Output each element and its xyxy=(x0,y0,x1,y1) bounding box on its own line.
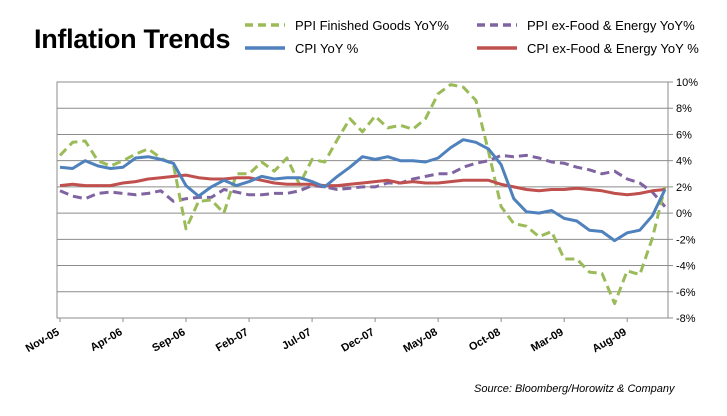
legend-label-ppi-finished-goods: PPI Finished Goods YoY% xyxy=(295,17,449,33)
legend-item-ppi-ex-food-energy: PPI ex-Food & Energy YoY% xyxy=(475,15,695,35)
series-line-ppi-ex-food-energy-yoy xyxy=(59,153,667,208)
y-tick-label: 2% xyxy=(676,182,692,194)
y-tick-label: 8% xyxy=(676,103,692,115)
x-tick-label: Oct-08 xyxy=(467,326,503,354)
plot-area xyxy=(56,81,669,319)
y-tick-label: 10% xyxy=(676,77,698,89)
y-tick-label: 6% xyxy=(676,129,692,141)
x-tick-label: Nov-05 xyxy=(24,326,62,355)
x-tick-label: Sep-06 xyxy=(150,326,187,354)
legend-swatch-ppi-finished-goods xyxy=(245,23,285,27)
y-tick-label: 4% xyxy=(676,156,692,168)
x-tick-label: Apr-06 xyxy=(88,326,124,354)
legend-item-cpi-ex-food-energy: CPI ex-Food & Energy YoY % xyxy=(475,38,699,58)
legend-label-cpi-ex-food-energy: CPI ex-Food & Energy YoY % xyxy=(527,40,699,56)
x-tick-label: Dec-07 xyxy=(339,326,376,354)
x-tick-label: Jul-07 xyxy=(280,326,314,352)
legend-swatch-ppi-ex-food-energy xyxy=(477,23,517,27)
source-note: Source: Bloomberg/Horowitz & Company xyxy=(474,383,675,395)
series-line-cpi-yoy xyxy=(59,138,667,243)
y-tick-label: -4% xyxy=(676,261,696,273)
legend-item-ppi-finished-goods: PPI Finished Goods YoY% xyxy=(243,15,449,35)
legend-label-cpi: CPI YoY % xyxy=(295,40,359,56)
x-tick-label: Feb-07 xyxy=(214,326,251,354)
chart-title: Inflation Trends xyxy=(34,24,231,54)
x-tick-label: Mar-09 xyxy=(529,326,566,354)
x-tick-label: May-08 xyxy=(401,326,439,355)
legend-swatch-cpi-ex-food-energy xyxy=(477,46,517,50)
legend-item-cpi: CPI YoY % xyxy=(243,38,358,58)
x-tick-label: Aug-09 xyxy=(590,326,628,355)
y-tick-label: -8% xyxy=(676,313,696,325)
y-tick-label: -2% xyxy=(676,234,696,246)
y-tick-label: -6% xyxy=(676,287,696,299)
y-tick-label: 0% xyxy=(676,208,692,220)
series-line-cpi-ex-food-energy-yoy xyxy=(59,173,666,197)
legend-swatch-cpi xyxy=(245,46,285,50)
legend-label-ppi-ex-food-energy: PPI ex-Food & Energy YoY% xyxy=(527,17,695,33)
series-line-ppi-finished-goods-yoy xyxy=(58,83,667,306)
